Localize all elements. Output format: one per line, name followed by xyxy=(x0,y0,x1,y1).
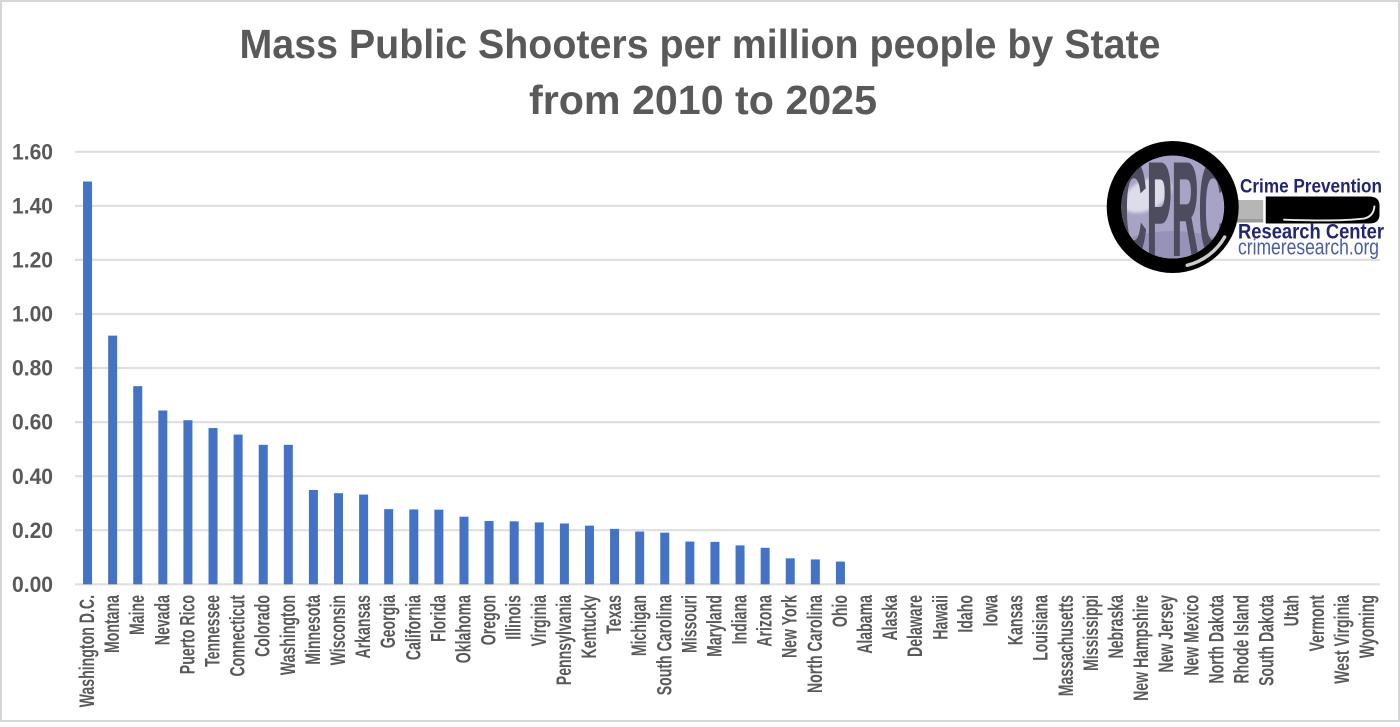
svg-text:1.20: 1.20 xyxy=(12,248,53,273)
svg-text:Illinois: Illinois xyxy=(503,595,526,640)
svg-text:Vermont: Vermont xyxy=(1306,595,1329,652)
svg-text:1.00: 1.00 xyxy=(12,302,53,327)
svg-text:Arkansas: Arkansas xyxy=(352,595,375,659)
svg-text:Research Center: Research Center xyxy=(1238,219,1385,243)
svg-text:Mississippi: Mississippi xyxy=(1080,595,1103,671)
svg-text:Oregon: Oregon xyxy=(478,595,501,645)
svg-text:Washington: Washington xyxy=(277,595,300,675)
svg-text:Virginia: Virginia xyxy=(528,595,551,647)
svg-text:Puerto Rico: Puerto Rico xyxy=(176,595,199,674)
svg-text:Connecticut: Connecticut xyxy=(227,595,250,677)
svg-text:Nevada: Nevada xyxy=(151,595,174,645)
svg-text:Florida: Florida xyxy=(427,595,450,642)
svg-text:crimeresearch.org: crimeresearch.org xyxy=(1238,235,1379,260)
svg-text:Maryland: Maryland xyxy=(703,595,726,657)
svg-text:CPRC: CPRC xyxy=(1120,136,1226,284)
svg-text:South Dakota: South Dakota xyxy=(1256,595,1279,686)
svg-text:Ohio: Ohio xyxy=(829,595,852,627)
svg-text:Idaho: Idaho xyxy=(954,595,977,633)
svg-text:Delaware: Delaware xyxy=(904,595,927,657)
svg-text:Mass Public Shooters per milli: Mass Public Shooters per million people … xyxy=(240,21,1161,67)
svg-text:Texas: Texas xyxy=(603,595,626,634)
svg-text:Minnesota: Minnesota xyxy=(302,595,325,665)
svg-text:New Jersey: New Jersey xyxy=(1155,595,1178,673)
svg-text:Louisiana: Louisiana xyxy=(1030,595,1053,661)
svg-text:New York: New York xyxy=(779,595,802,658)
svg-text:Wyoming: Wyoming xyxy=(1356,595,1379,658)
svg-text:Utah: Utah xyxy=(1281,595,1304,626)
svg-text:0.20: 0.20 xyxy=(12,518,53,543)
svg-text:Alabama: Alabama xyxy=(854,595,877,654)
svg-text:Montana: Montana xyxy=(101,595,124,653)
svg-text:Massachusetts: Massachusetts xyxy=(1055,595,1078,696)
svg-text:Kentucky: Kentucky xyxy=(578,595,601,659)
svg-text:0.60: 0.60 xyxy=(12,410,53,435)
svg-text:Nebraska: Nebraska xyxy=(1105,595,1128,659)
svg-text:North Carolina: North Carolina xyxy=(804,595,827,693)
svg-text:0.40: 0.40 xyxy=(12,464,53,489)
svg-text:from 2010 to 2025: from 2010 to 2025 xyxy=(529,77,877,123)
svg-text:Oklahoma: Oklahoma xyxy=(452,595,475,663)
svg-text:Hawaii: Hawaii xyxy=(929,595,952,640)
svg-text:1.60: 1.60 xyxy=(12,139,53,164)
svg-text:Pennsylvania: Pennsylvania xyxy=(553,595,576,685)
svg-text:Alaska: Alaska xyxy=(879,595,902,641)
svg-text:New Hampshire: New Hampshire xyxy=(1130,595,1153,701)
svg-text:Rhode Island: Rhode Island xyxy=(1230,595,1253,684)
svg-text:Indiana: Indiana xyxy=(729,595,752,645)
svg-text:Arizona: Arizona xyxy=(754,595,777,647)
svg-text:1.40: 1.40 xyxy=(12,194,53,219)
svg-text:0.00: 0.00 xyxy=(12,572,53,597)
svg-text:North Dakota: North Dakota xyxy=(1205,595,1228,684)
svg-text:Tennessee: Tennessee xyxy=(202,595,225,667)
svg-text:Washington D.C.: Washington D.C. xyxy=(76,595,99,707)
svg-text:Wisconsin: Wisconsin xyxy=(327,595,350,665)
svg-text:West Virginia: West Virginia xyxy=(1331,595,1354,684)
svg-text:Missouri: Missouri xyxy=(678,595,701,653)
svg-text:Maine: Maine xyxy=(126,595,149,635)
svg-text:California: California xyxy=(402,595,425,660)
svg-text:Colorado: Colorado xyxy=(252,595,275,657)
svg-text:Crime Prevention: Crime Prevention xyxy=(1240,176,1382,198)
svg-text:Kansas: Kansas xyxy=(1005,595,1028,645)
svg-text:Iowa: Iowa xyxy=(980,595,1003,627)
svg-text:New Mexico: New Mexico xyxy=(1180,595,1203,676)
svg-text:Michigan: Michigan xyxy=(628,595,651,656)
svg-text:South Carolina: South Carolina xyxy=(653,595,676,696)
svg-text:0.80: 0.80 xyxy=(12,356,53,381)
svg-text:Georgia: Georgia xyxy=(377,595,400,649)
